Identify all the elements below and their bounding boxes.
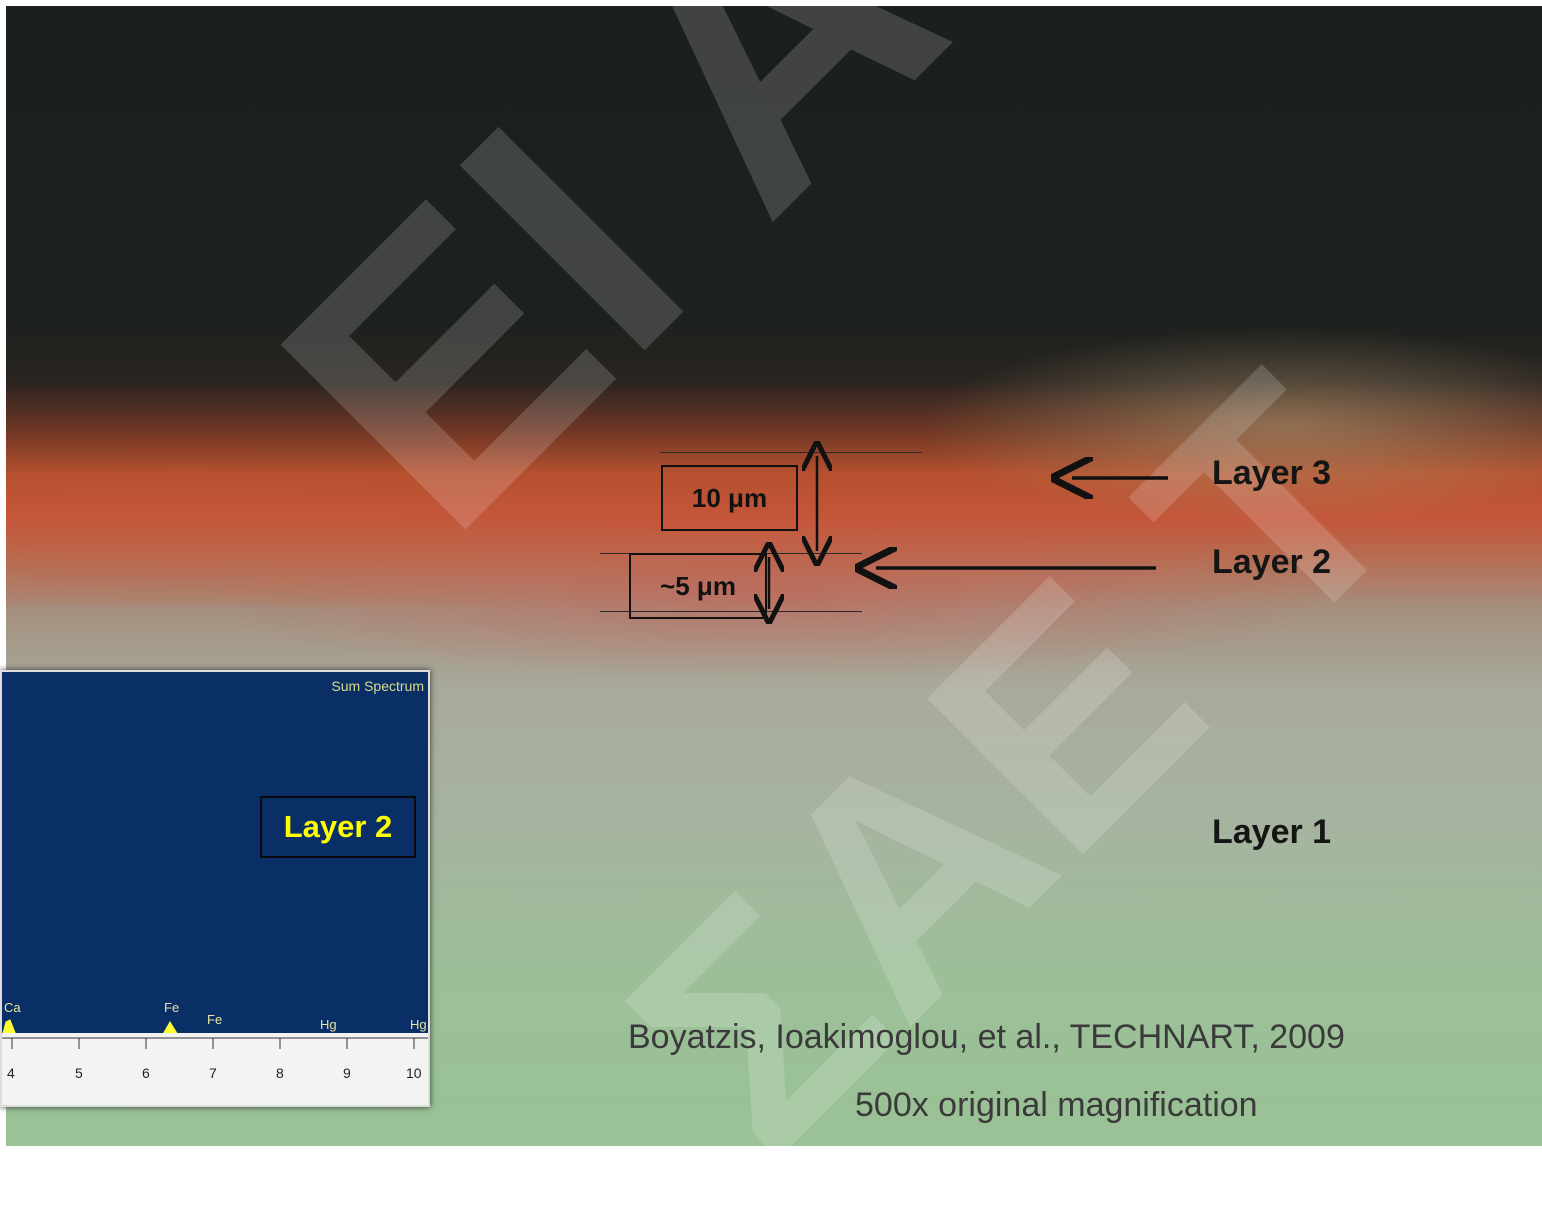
magnification-caption: 500x original magnification [855, 1086, 1258, 1124]
tick-label-7: 7 [209, 1065, 217, 1081]
layer-2-label: Layer 2 [1212, 543, 1332, 581]
tick-label-10: 10 [406, 1065, 422, 1081]
measurement-box-10um: 10 μm [661, 465, 798, 531]
tick-label-4: 4 [7, 1065, 15, 1081]
peak-label-hg-1: Hg [320, 1017, 337, 1032]
edx-spectrum-inset: Sum Spectrum Layer 2 Ca Fe Fe Hg Hg 4 5 … [0, 670, 430, 1107]
tick-label-8: 8 [276, 1065, 284, 1081]
tick-label-5: 5 [75, 1065, 83, 1081]
measurement-box-5um: ~5 μm [629, 553, 767, 619]
citation-caption: Boyatzis, Ioakimoglou, et al., TECHNART,… [628, 1018, 1345, 1056]
tick-label-9: 9 [343, 1065, 351, 1081]
layer-3-label: Layer 3 [1212, 454, 1332, 492]
peak-label-ca: Ca [4, 1000, 21, 1015]
inset-layer-label: Layer 2 [260, 796, 416, 858]
guide-line-bottom [600, 611, 862, 612]
peak-label-fe-2: Fe [207, 1012, 223, 1027]
guide-line-top [660, 452, 922, 453]
tick-label-6: 6 [142, 1065, 150, 1081]
peak-label-hg-2: Hg [410, 1017, 427, 1032]
spectrum-title: Sum Spectrum [331, 678, 424, 694]
peak-label-fe-1: Fe [164, 1000, 180, 1015]
layer-1-label: Layer 1 [1212, 813, 1332, 851]
spectrum-x-axis: 4 5 6 7 8 9 10 [2, 1033, 428, 1105]
